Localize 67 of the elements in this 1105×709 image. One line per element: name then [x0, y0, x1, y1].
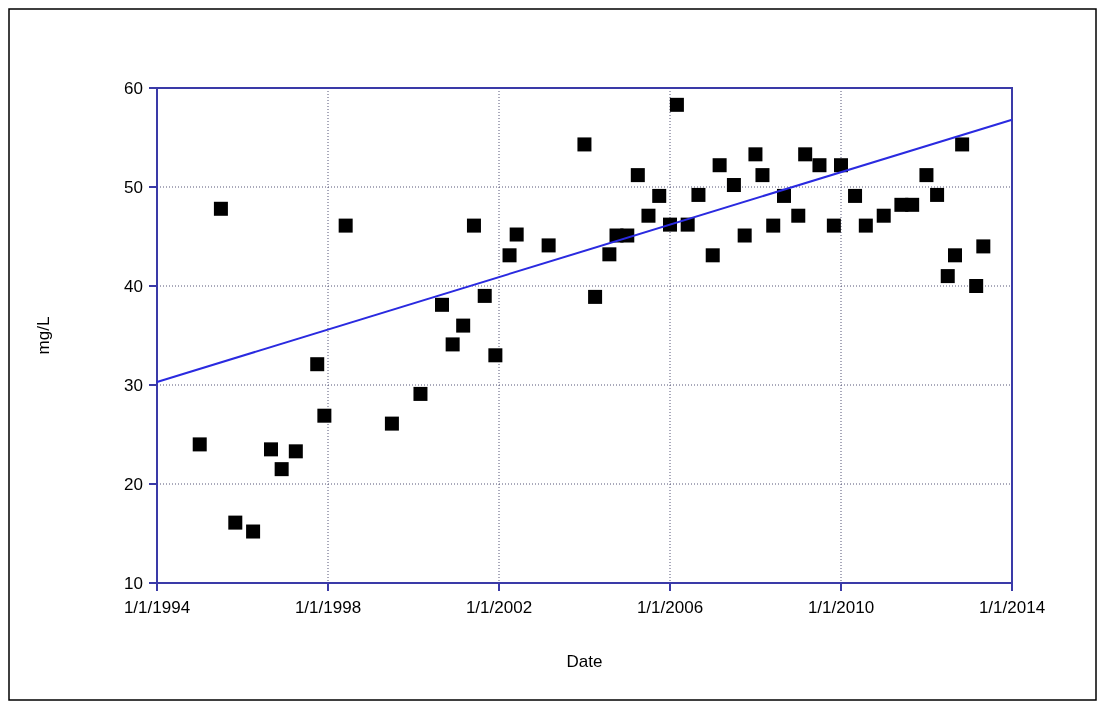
- x-tick-label: 1/1/2002: [465, 598, 533, 617]
- point: [246, 524, 261, 539]
- point: [413, 386, 428, 401]
- point: [456, 318, 471, 333]
- point: [876, 208, 891, 223]
- point: [630, 168, 645, 183]
- y-tick-label: 20: [124, 475, 143, 494]
- point: [509, 227, 524, 242]
- point: [812, 158, 827, 173]
- y-tick-label: 60: [124, 79, 143, 98]
- point: [641, 208, 656, 223]
- point: [577, 137, 592, 152]
- y-tick-label: 10: [124, 574, 143, 593]
- point: [737, 228, 752, 243]
- point: [228, 515, 243, 530]
- point: [445, 337, 460, 352]
- point: [905, 197, 920, 212]
- point: [948, 248, 962, 263]
- point: [274, 462, 289, 477]
- point: [435, 297, 449, 312]
- point: [502, 248, 517, 263]
- point: [310, 357, 325, 372]
- point: [798, 147, 813, 162]
- point: [488, 348, 503, 363]
- point: [192, 437, 207, 452]
- y-axis-title: mg/L: [34, 316, 53, 355]
- point: [726, 178, 741, 193]
- point: [602, 247, 617, 262]
- point: [588, 289, 603, 304]
- point: [317, 408, 332, 423]
- point: [705, 248, 720, 263]
- point: [288, 444, 303, 459]
- point: [338, 218, 353, 233]
- point: [541, 238, 556, 253]
- point: [940, 269, 955, 284]
- point: [858, 218, 873, 233]
- x-tick-label: 1/1/1994: [123, 598, 191, 617]
- x-tick-label: 1/1/1998: [294, 598, 362, 617]
- point: [826, 218, 841, 233]
- point: [755, 168, 770, 183]
- point: [748, 147, 763, 162]
- x-tick-label: 1/1/2010: [807, 598, 875, 617]
- point: [919, 168, 934, 183]
- point: [930, 187, 945, 202]
- point: [766, 218, 781, 233]
- x-tick-label: 1/1/2014: [978, 598, 1046, 617]
- point: [777, 188, 791, 203]
- point: [969, 279, 984, 293]
- point: [691, 187, 706, 202]
- point: [669, 97, 684, 112]
- point: [477, 288, 492, 303]
- point: [213, 201, 228, 216]
- point: [955, 137, 970, 152]
- y-tick-label: 40: [124, 277, 143, 296]
- point: [791, 208, 806, 223]
- point: [264, 442, 278, 457]
- y-tick-label: 50: [124, 178, 143, 197]
- x-tick-label: 1/1/2006: [636, 598, 704, 617]
- point: [652, 188, 667, 203]
- point: [976, 239, 991, 254]
- point: [466, 218, 481, 233]
- point: [848, 188, 863, 203]
- point: [834, 158, 848, 173]
- y-tick-label: 30: [124, 376, 143, 395]
- point: [712, 158, 727, 173]
- x-axis-title: Date: [566, 652, 603, 671]
- point: [384, 416, 399, 431]
